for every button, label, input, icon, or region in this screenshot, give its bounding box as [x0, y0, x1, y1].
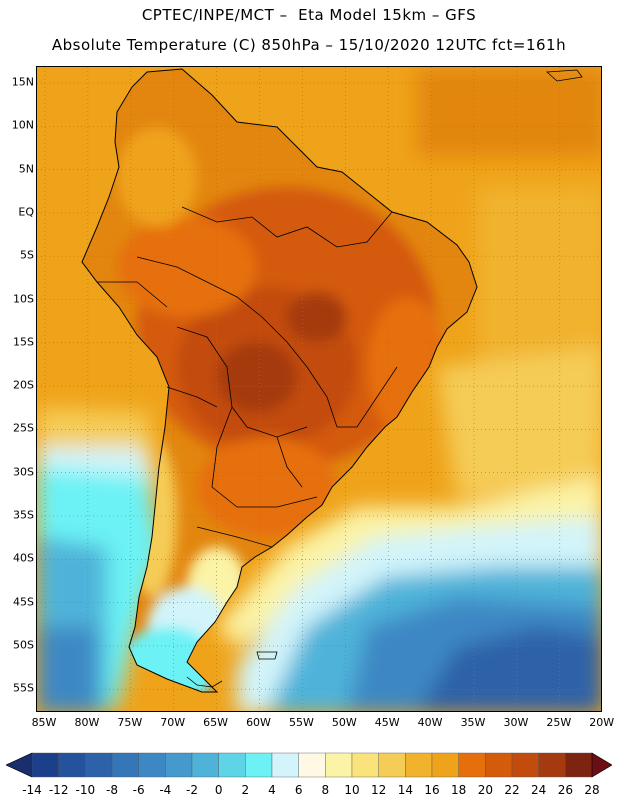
islands — [186, 69, 583, 688]
colorbar-tick-label: 28 — [584, 783, 600, 797]
colorbar-tick-label: -14 — [22, 783, 42, 797]
colorbar-tick-label: 16 — [424, 783, 440, 797]
colorbar-tick-label: -6 — [132, 783, 145, 797]
colorbar-min-arrow — [6, 752, 33, 778]
colorbar-tick-label: 10 — [344, 783, 360, 797]
lon-label: 55W — [288, 716, 314, 729]
colorbar-swatch — [138, 752, 166, 778]
lon-label: 65W — [203, 716, 229, 729]
lat-label: 20S — [13, 378, 34, 392]
lon-label: 70W — [160, 716, 186, 729]
colorbar-tick-label: -8 — [106, 783, 118, 797]
colorbar-tick-label: -4 — [159, 783, 172, 797]
lon-label: 60W — [246, 716, 271, 729]
colorbar-tick-label: 6 — [294, 783, 303, 797]
colorbar-swatch — [191, 752, 219, 778]
colorbar-swatch — [325, 752, 353, 778]
lat-label: 45S — [13, 595, 34, 609]
lon-label: 35W — [460, 716, 486, 729]
colorbar-swatch — [511, 752, 539, 778]
lat-label: 15N — [11, 75, 34, 89]
lat-label: 15S — [13, 335, 34, 349]
lat-label: 35S — [13, 508, 34, 522]
colorbar-swatch — [85, 752, 113, 778]
colorbar-tick-label: 14 — [397, 783, 413, 797]
colorbar-tick-label: 2 — [241, 783, 250, 797]
colorbar-swatch — [58, 752, 86, 778]
colorbar-swatch — [458, 752, 486, 778]
colorbar-swatch — [245, 752, 273, 778]
colorbar-swatch — [218, 752, 246, 778]
colorbar-tick-label: 24 — [531, 783, 547, 797]
colorbar-tick-label: -10 — [75, 783, 96, 797]
colorbar-tick-label: -12 — [48, 783, 69, 797]
lon-label: 80W — [74, 716, 100, 729]
colorbar-tick-label: 22 — [504, 783, 520, 797]
lon-label: 25W — [546, 716, 572, 729]
coastline — [81, 68, 478, 693]
colorbar-swatch — [165, 752, 193, 778]
colorbar-tick-label: 0 — [214, 783, 223, 797]
lon-label: 45W — [374, 716, 400, 729]
lon-label: 75W — [117, 716, 143, 729]
colorbar-swatch — [351, 752, 379, 778]
colorbar-tick-label: 18 — [451, 783, 467, 797]
lat-label: 25S — [13, 421, 34, 435]
lat-label: 55S — [13, 681, 34, 695]
colorbar-swatch — [405, 752, 433, 778]
lat-label: 10N — [11, 118, 34, 132]
colorbar-swatch — [271, 752, 299, 778]
lat-label: 30S — [13, 465, 34, 479]
colorbar — [6, 752, 612, 778]
colorbar-tick-label: 8 — [321, 783, 330, 797]
lon-label: 50W — [331, 716, 357, 729]
colorbar-swatch — [378, 752, 406, 778]
lon-label: 30W — [503, 716, 529, 729]
colorbar-swatch — [111, 752, 139, 778]
lat-label: 40S — [13, 551, 34, 565]
colorbar-tick-label: 20 — [477, 783, 493, 797]
colorbar-swatch — [431, 752, 459, 778]
colorbar-swatch — [565, 752, 593, 778]
lon-label: 20W — [589, 716, 615, 729]
title-line-2: Absolute Temperature (C) 850hPa – 15/10/… — [51, 36, 567, 54]
lat-label: 50S — [13, 638, 34, 652]
colorbar-max-arrow — [591, 752, 612, 778]
lon-label: 40W — [417, 716, 443, 729]
colorbar-swatch — [31, 752, 59, 778]
lon-label: 85W — [31, 716, 57, 729]
lat-label: 5S — [20, 248, 34, 262]
colorbar-swatch — [485, 752, 513, 778]
colorbar-swatch — [538, 752, 566, 778]
colorbar-tick-label: -2 — [186, 783, 198, 797]
colorbar-swatch — [298, 752, 326, 778]
country-borders — [97, 206, 398, 548]
colorbar-tick-label: 26 — [557, 783, 573, 797]
lat-label: EQ — [18, 205, 34, 219]
lat-label: 5N — [18, 162, 34, 176]
colorbar-tick-label: 4 — [268, 783, 276, 797]
title-line-1: CPTEC/INPE/MCT – Eta Model 15km – GFS — [141, 6, 477, 24]
map-svg — [37, 67, 601, 711]
temperature-map — [36, 66, 602, 712]
colorbar-tick-label: 12 — [371, 783, 387, 797]
lat-label: 10S — [13, 292, 34, 305]
